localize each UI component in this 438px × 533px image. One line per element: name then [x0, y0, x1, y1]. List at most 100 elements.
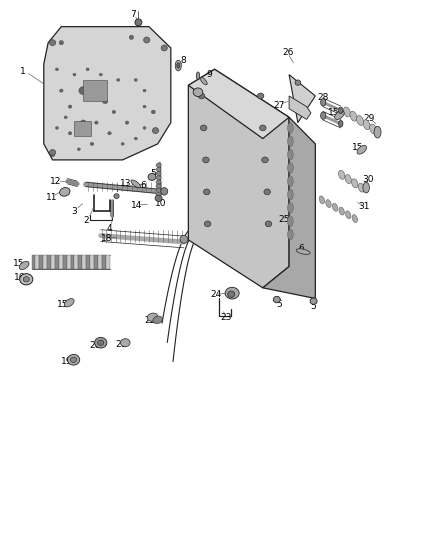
Ellipse shape [49, 150, 56, 156]
Text: 5: 5 [311, 302, 317, 311]
Ellipse shape [345, 175, 351, 183]
Text: 15: 15 [328, 109, 339, 117]
Text: 7: 7 [131, 11, 137, 19]
Ellipse shape [117, 78, 120, 81]
Text: 25: 25 [278, 215, 290, 224]
Ellipse shape [50, 152, 55, 157]
Ellipse shape [198, 93, 205, 99]
Ellipse shape [20, 274, 33, 285]
Ellipse shape [134, 137, 137, 140]
Ellipse shape [55, 68, 59, 70]
Ellipse shape [156, 176, 161, 180]
Ellipse shape [335, 111, 344, 119]
Text: 29: 29 [363, 114, 374, 123]
Ellipse shape [152, 128, 159, 133]
Ellipse shape [99, 74, 102, 76]
Text: 9: 9 [206, 70, 212, 79]
Ellipse shape [73, 74, 76, 76]
Ellipse shape [350, 111, 357, 121]
Ellipse shape [156, 180, 161, 184]
Ellipse shape [319, 196, 325, 204]
Ellipse shape [23, 277, 29, 282]
Text: 26: 26 [282, 48, 293, 56]
Text: 6: 6 [140, 181, 146, 190]
Bar [59, 255, 63, 269]
Ellipse shape [287, 176, 293, 187]
Ellipse shape [287, 136, 293, 147]
Bar [35, 255, 39, 269]
Text: 8: 8 [180, 56, 186, 65]
Bar [39, 255, 43, 269]
Ellipse shape [148, 173, 156, 180]
Polygon shape [188, 69, 289, 139]
Text: 10: 10 [155, 199, 167, 208]
Bar [47, 255, 51, 269]
Ellipse shape [134, 78, 137, 81]
Ellipse shape [321, 99, 326, 106]
Ellipse shape [155, 195, 162, 201]
Ellipse shape [64, 298, 74, 307]
Ellipse shape [129, 35, 134, 39]
Ellipse shape [79, 86, 88, 95]
Bar [86, 255, 90, 269]
Text: 30: 30 [363, 175, 374, 184]
Ellipse shape [64, 116, 67, 118]
Ellipse shape [71, 357, 77, 362]
Text: 2: 2 [83, 216, 88, 224]
Ellipse shape [143, 90, 146, 92]
Bar [74, 255, 78, 269]
Ellipse shape [287, 189, 293, 200]
Polygon shape [263, 117, 315, 298]
Text: 27: 27 [273, 101, 285, 110]
Ellipse shape [339, 120, 343, 127]
Ellipse shape [358, 183, 364, 192]
Ellipse shape [228, 291, 235, 297]
Ellipse shape [273, 296, 280, 303]
Ellipse shape [357, 146, 367, 154]
Ellipse shape [321, 112, 326, 119]
Ellipse shape [339, 107, 343, 114]
Ellipse shape [346, 211, 351, 219]
Ellipse shape [95, 95, 98, 97]
Text: 15: 15 [13, 259, 24, 268]
Ellipse shape [147, 313, 158, 321]
Ellipse shape [363, 120, 370, 130]
Text: 19: 19 [61, 358, 73, 366]
Text: 3: 3 [71, 207, 78, 215]
Ellipse shape [261, 157, 268, 163]
Bar [106, 255, 110, 269]
Text: 31: 31 [359, 202, 370, 211]
Ellipse shape [131, 180, 141, 188]
Ellipse shape [287, 163, 293, 173]
Text: 21: 21 [115, 341, 127, 349]
Ellipse shape [143, 106, 146, 108]
Ellipse shape [326, 200, 331, 207]
Ellipse shape [175, 60, 181, 71]
Ellipse shape [95, 337, 107, 348]
Ellipse shape [204, 221, 211, 227]
Ellipse shape [151, 110, 155, 114]
Ellipse shape [161, 45, 167, 51]
Bar [78, 255, 82, 269]
Ellipse shape [357, 116, 364, 125]
Ellipse shape [287, 203, 293, 213]
Bar [43, 255, 47, 269]
Bar [94, 255, 98, 269]
Ellipse shape [225, 287, 239, 299]
Ellipse shape [374, 126, 381, 138]
Text: 6: 6 [298, 244, 304, 253]
Ellipse shape [114, 193, 119, 199]
Ellipse shape [125, 121, 129, 124]
Ellipse shape [156, 184, 161, 188]
Ellipse shape [86, 68, 89, 70]
Ellipse shape [180, 235, 188, 243]
Text: 17: 17 [55, 259, 66, 267]
Ellipse shape [287, 149, 293, 160]
Ellipse shape [90, 142, 94, 146]
Ellipse shape [287, 229, 293, 240]
Polygon shape [44, 27, 171, 160]
Ellipse shape [143, 127, 146, 130]
Ellipse shape [287, 216, 293, 227]
Text: 16: 16 [14, 273, 26, 282]
Bar [51, 255, 55, 269]
